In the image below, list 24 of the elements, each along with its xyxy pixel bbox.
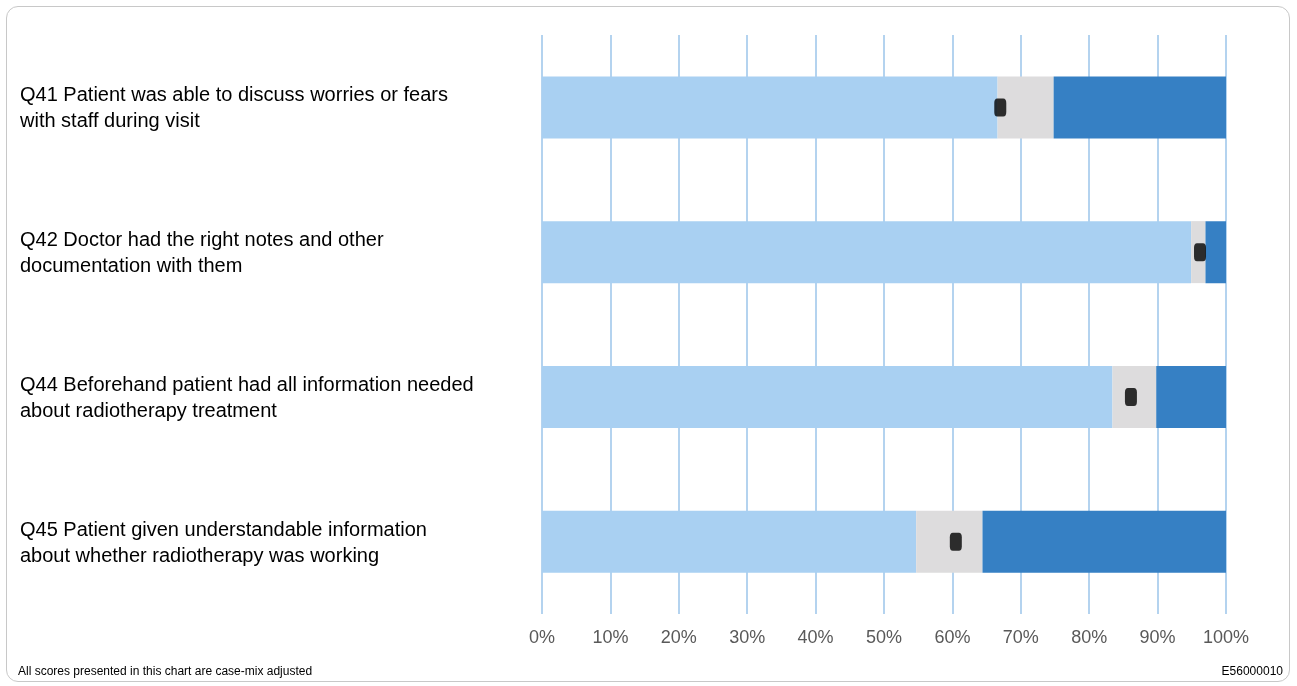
x-tick-label: 80% bbox=[1071, 627, 1108, 647]
bar bbox=[1205, 221, 1226, 284]
x-tick-label: 10% bbox=[592, 627, 629, 647]
x-tick-label: 70% bbox=[1002, 627, 1039, 647]
x-tick-label: 50% bbox=[865, 627, 903, 647]
x-tick-label: 90% bbox=[1139, 627, 1176, 647]
x-tick-label: 20% bbox=[660, 627, 697, 647]
x-tick-label: 60% bbox=[934, 627, 971, 647]
y-tick-label: Q41 Patient was able to discuss worries or fears with staff during visit bbox=[19, 83, 454, 132]
text: All scores presented in this chart are case-mix adjusted bbox=[18, 664, 313, 678]
x-tick-label: 30% bbox=[729, 627, 766, 647]
bar bbox=[997, 76, 1054, 139]
bar bbox=[916, 510, 983, 573]
bar bbox=[1053, 76, 1226, 139]
bar bbox=[1112, 365, 1157, 428]
bar bbox=[1156, 365, 1226, 428]
y-tick-label: Q45 Patient given understandable information about whether radiotherapy was working bbox=[20, 517, 433, 566]
y-tick-label: Q42 Doctor had the right notes and other documentation with them bbox=[20, 228, 390, 277]
x-tick-label: 0% bbox=[528, 627, 556, 647]
x-tick-label: 40% bbox=[797, 627, 834, 647]
x-tick-label: 100% bbox=[1202, 627, 1250, 647]
text: E56000010 bbox=[1221, 664, 1283, 678]
bar bbox=[982, 510, 1226, 573]
y-tick-label: Q44 Beforehand patient had all information needed about radiotherapy treatment bbox=[20, 372, 480, 421]
